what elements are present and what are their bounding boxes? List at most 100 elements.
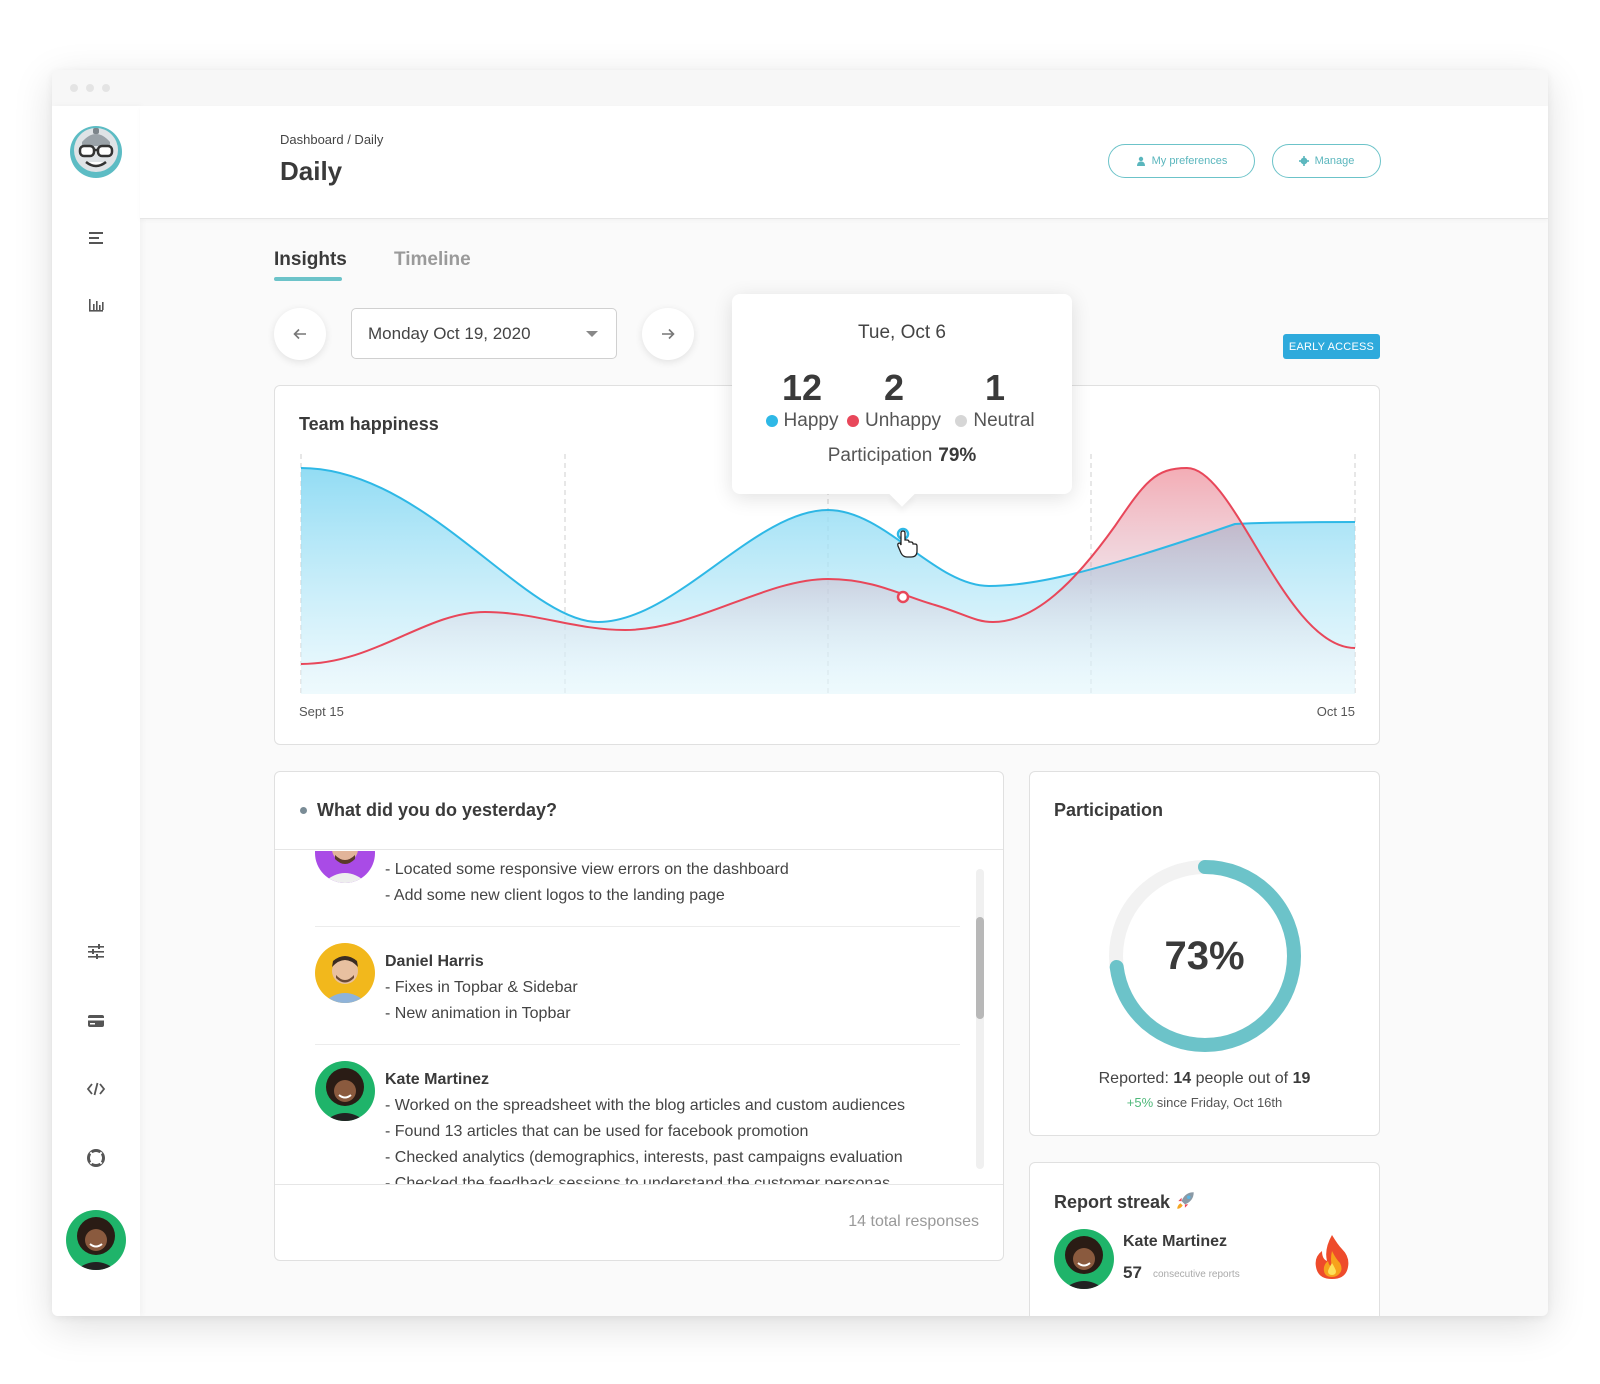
tooltip-participation: Participation 79% bbox=[732, 445, 1072, 467]
streak-title-text: Report streak bbox=[1054, 1192, 1171, 1212]
tooltip-happy-count: 12 bbox=[781, 367, 823, 408]
previous-date-button[interactable] bbox=[274, 308, 326, 360]
window-dot bbox=[70, 84, 78, 92]
response-line: - Found 13 articles that can be used for… bbox=[385, 1123, 809, 1140]
question-header: What did you do yesterday? bbox=[275, 772, 1003, 850]
reported-total: 19 bbox=[1292, 1070, 1311, 1087]
avatar bbox=[1054, 1229, 1114, 1289]
code-icon[interactable] bbox=[84, 1077, 108, 1101]
user-icon bbox=[1136, 156, 1145, 166]
unhappy-area bbox=[301, 468, 1355, 694]
list-item: Daniel Harris - Fixes in Topbar & Sideba… bbox=[315, 943, 965, 1033]
response-line: - Located some responsive view errors on… bbox=[385, 861, 789, 878]
arrow-right-icon bbox=[662, 328, 675, 340]
participation-title: Participation bbox=[1054, 800, 1164, 820]
sidebar-footer bbox=[52, 70, 140, 1316]
next-date-button[interactable] bbox=[642, 308, 694, 360]
change-value: +5% bbox=[1126, 1095, 1154, 1110]
my-preferences-label: My preferences bbox=[1151, 155, 1228, 167]
x-axis-start-label: Sept 15 bbox=[299, 704, 344, 719]
list-icon[interactable] bbox=[84, 226, 108, 250]
scrollbar-thumb[interactable] bbox=[976, 917, 984, 1019]
streak-title: Report streak bbox=[1054, 1189, 1197, 1213]
app-window: Dashboard / Daily Daily My preferences M… bbox=[52, 70, 1548, 1316]
responses-list[interactable]: - Located some responsive view errors on… bbox=[275, 851, 1003, 1184]
rocket-icon bbox=[1177, 1192, 1194, 1209]
credit-card-icon[interactable] bbox=[84, 1009, 108, 1033]
window-dot bbox=[86, 84, 94, 92]
neutral-legend-dot bbox=[955, 415, 968, 427]
avatar bbox=[315, 943, 375, 1003]
reported-mid: people out of bbox=[1195, 1070, 1289, 1087]
reported-count: 14 bbox=[1173, 1070, 1192, 1087]
unhappy-point-marker[interactable] bbox=[896, 590, 910, 604]
date-select[interactable]: Monday Oct 19, 2020 bbox=[351, 308, 617, 359]
gear-icon bbox=[1298, 156, 1309, 166]
chart-title: Team happiness bbox=[299, 414, 439, 434]
my-preferences-button[interactable]: My preferences bbox=[1108, 144, 1255, 178]
tooltip-unhappy-label: Unhappy bbox=[864, 410, 942, 431]
active-tab-indicator bbox=[274, 277, 342, 281]
question-title: What did you do yesterday? bbox=[317, 800, 558, 820]
user-avatar[interactable] bbox=[66, 1210, 126, 1270]
tooltip-neutral-count: 1 bbox=[984, 367, 1006, 408]
happy-series-line bbox=[300, 467, 1356, 624]
change-suffix: since Friday, Oct 16th bbox=[1156, 1095, 1283, 1110]
tooltip-neutral-stat: 1 Neutral bbox=[950, 370, 1040, 432]
date-select-value: Monday Oct 19, 2020 bbox=[368, 323, 531, 343]
tooltip-neutral-label: Neutral bbox=[973, 410, 1035, 431]
tooltip-date: Tue, Oct 6 bbox=[858, 322, 946, 343]
happy-legend-dot bbox=[765, 415, 778, 427]
response-author: Kate Martinez bbox=[385, 1071, 490, 1088]
unhappy-legend-dot bbox=[846, 415, 859, 427]
question-card: What did you do yesterday? - Located som… bbox=[274, 771, 1004, 1261]
response-author: Daniel Harris bbox=[385, 953, 484, 970]
streak-count: 57 bbox=[1123, 1263, 1142, 1282]
reported-prefix: Reported: bbox=[1098, 1070, 1169, 1087]
early-access-badge: EARLY ACCESS bbox=[1283, 334, 1380, 359]
chevron-down-icon bbox=[586, 331, 598, 337]
page-title: Daily bbox=[280, 156, 343, 186]
response-line: - Checked the feedback sessions to under… bbox=[385, 1175, 891, 1184]
window-titlebar bbox=[52, 70, 1548, 106]
lifebuoy-icon[interactable] bbox=[84, 1146, 108, 1170]
response-line: - New animation in Topbar bbox=[385, 1005, 571, 1022]
app-logo[interactable] bbox=[68, 122, 124, 178]
divider bbox=[315, 1044, 960, 1045]
streak-name: Kate Martinez bbox=[1123, 1233, 1228, 1250]
hand-cursor-icon bbox=[897, 530, 918, 558]
tooltip-participation-value: 79% bbox=[938, 445, 977, 466]
streak-count-label: consecutive reports bbox=[1153, 1269, 1240, 1280]
scrollbar[interactable] bbox=[976, 869, 984, 1169]
list-item: - Located some responsive view errors on… bbox=[315, 851, 965, 913]
response-line: - Fixes in Topbar & Sidebar bbox=[385, 979, 578, 996]
participation-percent: 73% bbox=[1164, 934, 1245, 978]
tab-timeline[interactable]: Timeline bbox=[394, 249, 471, 270]
response-line: - Worked on the spreadsheet with the blo… bbox=[385, 1097, 905, 1114]
unhappy-series-line bbox=[300, 466, 1356, 665]
question-footer: 14 total responses bbox=[275, 1184, 1003, 1262]
chart-tooltip: Tue, Oct 6 12 Happy 2 Unhappy 1 Neutral … bbox=[732, 294, 1072, 507]
tooltip-happy-label: Happy bbox=[783, 410, 839, 431]
participation-donut bbox=[1109, 860, 1301, 1052]
fire-icon bbox=[1315, 1235, 1349, 1279]
topbar: Dashboard / Daily Daily My preferences M… bbox=[140, 106, 1548, 219]
tooltip-participation-label: Participation bbox=[827, 445, 933, 466]
divider bbox=[315, 926, 960, 927]
x-axis-end-label: Oct 15 bbox=[1316, 704, 1355, 719]
tab-insights[interactable]: Insights bbox=[274, 249, 347, 270]
sliders-icon[interactable] bbox=[84, 940, 108, 964]
manage-button[interactable]: Manage bbox=[1272, 144, 1381, 178]
list-item: Kate Martinez - Worked on the spreadshee… bbox=[315, 1061, 965, 1184]
tooltip-unhappy-stat: 2 Unhappy bbox=[844, 370, 944, 432]
bar-chart-icon[interactable] bbox=[84, 293, 108, 317]
avatar bbox=[315, 1061, 375, 1121]
happiness-chart[interactable] bbox=[275, 386, 1381, 746]
arrow-left-icon bbox=[293, 328, 306, 340]
manage-label: Manage bbox=[1314, 155, 1355, 167]
tooltip-happy-stat: 12 Happy bbox=[762, 370, 842, 432]
breadcrumb[interactable]: Dashboard / Daily bbox=[280, 132, 384, 147]
report-streak-card: Report streak Kate Martinez 57 consecuti… bbox=[1029, 1162, 1380, 1316]
donut-fill bbox=[1109, 860, 1301, 1052]
response-line: - Add some new client logos to the landi… bbox=[385, 887, 725, 904]
